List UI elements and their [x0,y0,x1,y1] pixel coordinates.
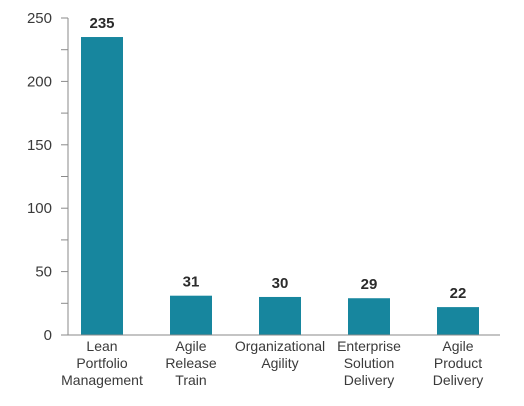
bar-value-label: 30 [272,275,289,292]
bar [259,296,301,335]
x-category-label: Organizational Agility [235,338,325,371]
bar [170,295,212,335]
x-axis: Lean Portfolio Management Agile Release Train… [61,334,500,388]
bar-value-label: 31 [183,274,200,291]
y-tick-label: 50 [35,264,52,281]
y-tick-label: 200 [27,73,52,90]
x-category-label: Agile Release Train [165,338,217,388]
y-axis: 0 50 100 150 200 250 [27,10,69,344]
y-tick-label: 250 [27,10,52,27]
bar [81,37,123,336]
y-tick-label: 0 [44,327,52,344]
bar [348,298,390,335]
x-category-label: Lean Portfolio Management [61,338,143,388]
bar [437,307,479,335]
bar-value-label: 22 [450,285,467,302]
x-category-label: Agile Product Delivery [433,338,484,388]
bar-value-label: 29 [361,276,378,293]
x-category-label: Enterprise Solution Delivery [337,338,401,388]
bar-value-label: 235 [89,15,114,32]
bars: 235 31 30 29 22 [81,15,479,336]
y-tick-label: 150 [27,137,52,154]
y-tick-label: 100 [27,200,52,217]
